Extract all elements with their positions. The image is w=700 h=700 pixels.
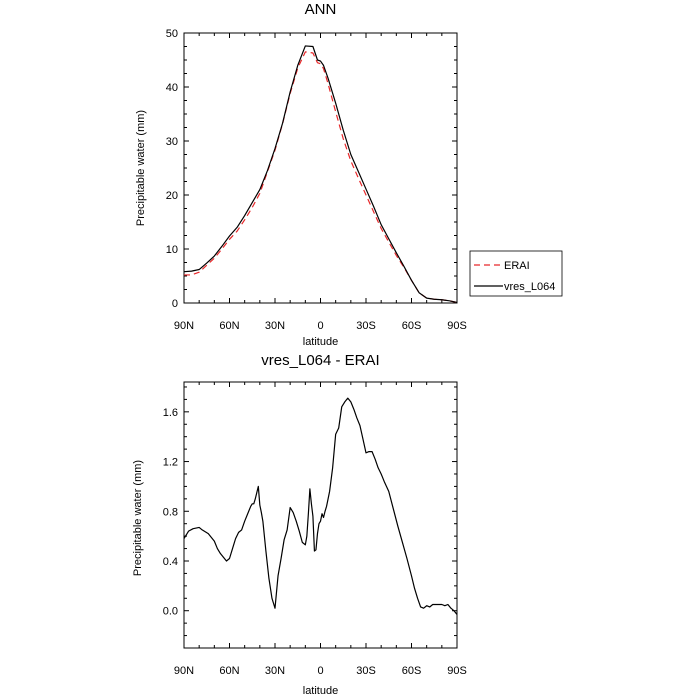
bottom-panel-title: vres_L064 - ERAI bbox=[261, 352, 379, 369]
legend-label-erai: ERAI bbox=[504, 260, 530, 272]
top-panel-title: ANN bbox=[305, 1, 337, 18]
legend-box bbox=[469, 250, 563, 297]
bottom-panel-y-tick-label: 0.8 bbox=[163, 506, 178, 518]
top-panel-y-tick-label: 0 bbox=[172, 298, 178, 310]
top-panel-x-axis-label: latitude bbox=[303, 336, 338, 348]
bottom-panel-y-tick-label: 0.0 bbox=[163, 606, 178, 618]
top-panel-y-tick-label: 40 bbox=[166, 82, 178, 94]
top-panel-y-axis-label: Precipitable water (mm) bbox=[135, 110, 147, 226]
bottom-panel-x-tick-label: 60N bbox=[219, 665, 239, 677]
top-panel-line-erai bbox=[184, 51, 458, 304]
bottom-panel-x-tick-label: 90N bbox=[174, 665, 194, 677]
bottom-panel-y-tick-label: 0.4 bbox=[163, 556, 178, 568]
bottom-panel-y-tick-label: 1.2 bbox=[163, 457, 178, 469]
top-panel-ticks: 90N 60N 30N 0 30S 60S 90S 0 10 20 30 40 50 bbox=[166, 28, 467, 332]
top-panel-x-tick-label: 60N bbox=[219, 320, 239, 332]
top-panel-line-vres-l064 bbox=[183, 45, 458, 304]
bottom-panel: vres_L064 - ERAI 90N 60N 30N 0 30S 60S 90S 0.0 0… bbox=[132, 352, 467, 697]
bottom-panel-x-tick-label: 0 bbox=[317, 665, 323, 677]
top-panel-y-tick-label: 50 bbox=[166, 28, 178, 40]
top-panel-series bbox=[183, 45, 458, 304]
top-panel-plot-frame bbox=[183, 32, 458, 304]
bottom-panel-x-tick-label: 30S bbox=[356, 665, 376, 677]
top-panel-x-tick-label: 30N bbox=[265, 320, 285, 332]
top-panel-x-tick-label: 60S bbox=[402, 320, 422, 332]
bottom-panel-x-tick-label: 30N bbox=[265, 665, 285, 677]
top-panel-y-tick-label: 10 bbox=[166, 244, 178, 256]
top-panel-y-tick-label: 30 bbox=[166, 136, 178, 148]
bottom-panel-y-tick-label: 1.6 bbox=[163, 407, 178, 419]
top-panel-x-tick-label: 90N bbox=[174, 320, 194, 332]
bottom-panel-x-axis-label: latitude bbox=[303, 685, 338, 697]
bottom-panel-x-tick-label: 90S bbox=[447, 665, 467, 677]
bottom-panel-plot-frame bbox=[183, 381, 458, 649]
legend-label-vres-l064: vres_L064 bbox=[504, 281, 555, 293]
legend: ERAI vres_L064 bbox=[469, 250, 563, 297]
bottom-panel-y-axis-label: Precipitable water (mm) bbox=[132, 460, 144, 576]
bottom-panel-ticks: 90N 60N 30N 0 30S 60S 90S 0.0 0.4 0.8 1.2 1.6 bbox=[163, 382, 467, 677]
top-panel-y-tick-label: 20 bbox=[166, 190, 178, 202]
bottom-panel-x-tick-label: 60S bbox=[402, 665, 422, 677]
bottom-panel-series bbox=[183, 397, 458, 615]
top-panel: ANN 90N 60N 30N 0 30S 60S 90S 0 10 20 30 40 50 latit… bbox=[135, 1, 563, 348]
bottom-panel-line-difference bbox=[183, 397, 458, 615]
top-panel-x-tick-label: 0 bbox=[317, 320, 323, 332]
top-panel-x-tick-label: 30S bbox=[356, 320, 376, 332]
top-panel-x-tick-label: 90S bbox=[447, 320, 467, 332]
